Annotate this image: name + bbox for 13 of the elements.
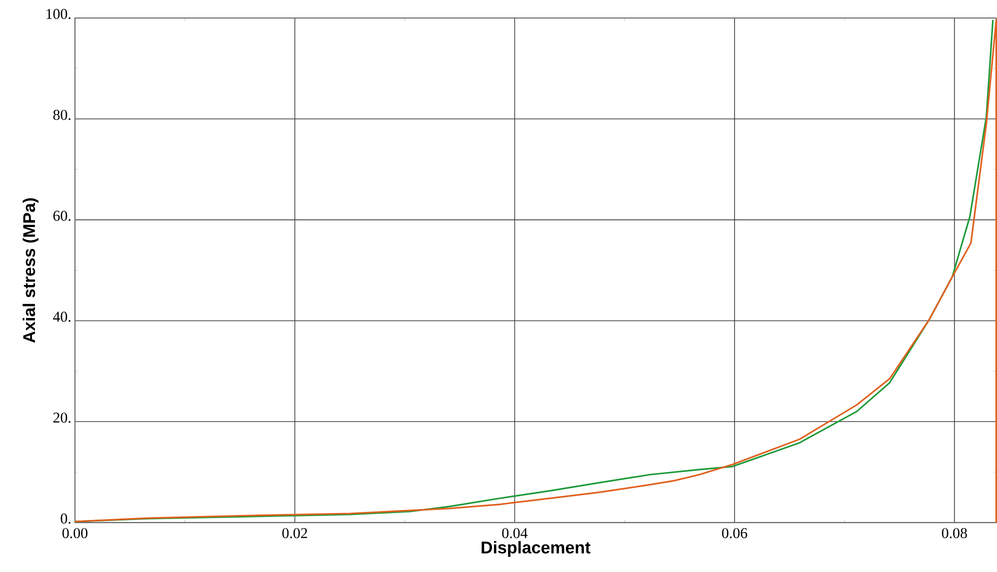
x-tick-label: 0.00: [62, 528, 88, 538]
x-axis-title: Displacement: [482, 541, 590, 558]
x-tick-label: 0.08: [942, 528, 967, 538]
y-axis-title: Axial stress (MPa): [22, 198, 38, 343]
y-tick-label: 100.: [46, 9, 70, 20]
y-tick-label: 40.: [53, 312, 70, 322]
y-tick-label: 80.: [53, 110, 70, 120]
y-tick-label: 0.: [60, 514, 70, 524]
x-tick-label: 0.02: [282, 528, 308, 538]
x-tick-label: 0.04: [502, 528, 528, 538]
y-tick-label: 20.: [53, 412, 70, 423]
x-tick-label: 0.06: [722, 528, 748, 538]
y-tick-label: 60.: [53, 210, 70, 222]
